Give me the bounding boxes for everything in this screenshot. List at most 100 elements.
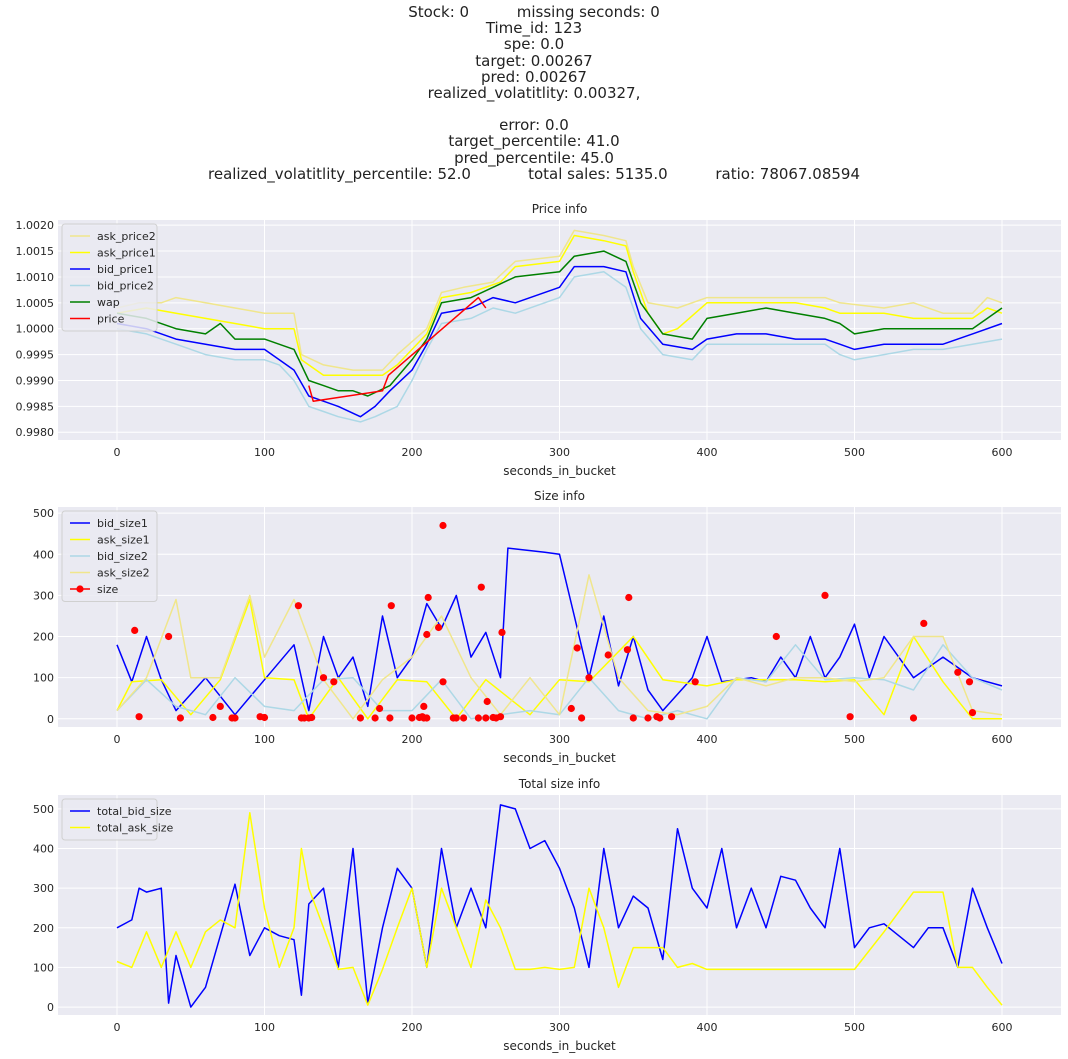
series-point-size (460, 714, 468, 722)
header-pred-percentile: pred_percentile: 45.0 (454, 148, 614, 167)
header-time-id: Time_id: 123 (485, 19, 583, 38)
y-tick-label: 1.0020 (16, 219, 55, 232)
legend-box (61, 798, 158, 841)
series-point-size (772, 632, 780, 641)
header-target: target: 0.00267 (475, 51, 593, 70)
series-point-size (477, 583, 485, 591)
series-line-price (308, 296, 487, 402)
header-target-percentile: target_percentile: 41.0 (448, 132, 620, 151)
header-realized-volatility: realized_volatitlity: 0.00327, (427, 84, 641, 103)
series-point-size (821, 591, 829, 600)
x-tick-label: 400 (697, 733, 718, 746)
chart-title: Size info (534, 489, 585, 503)
legend-box (61, 510, 158, 602)
y-tick-label: 1.0010 (16, 271, 55, 284)
y-tick-label: 0 (47, 713, 54, 726)
y-tick-label: 500 (33, 507, 54, 520)
x-tick-label: 0 (114, 733, 121, 746)
series-point-size (920, 619, 928, 628)
series-point-size (625, 593, 633, 602)
series-group (116, 521, 1003, 722)
series-point-size (496, 713, 505, 721)
series-point-size (656, 714, 664, 722)
series-point-size (439, 521, 447, 530)
header-error: error: 0.0 (499, 116, 569, 135)
series-line-total_ask_size (116, 812, 1003, 1006)
x-tick-label: 100 (254, 446, 275, 459)
series-point-size (629, 714, 637, 722)
series-point-size (131, 626, 139, 635)
y-tick-label: 1.0015 (16, 245, 55, 258)
legend-label-price: price (97, 313, 125, 326)
series-point-size (573, 644, 581, 652)
series-point-size (439, 678, 447, 686)
legend: total_bid_size total_ask_size (61, 798, 174, 841)
y-tick-label: 0.9990 (16, 374, 55, 387)
series-line-bid_price1 (116, 265, 1003, 418)
legend-label-bid_price2: bid_price2 (97, 280, 154, 293)
x-tick-label: 600 (992, 1021, 1013, 1034)
series-point-size (435, 623, 443, 632)
x-axis-label: seconds_in_bucket (503, 1039, 616, 1053)
series-line-bid_size1 (116, 547, 1003, 716)
series-point-size (424, 593, 432, 602)
series-point-size (260, 713, 269, 722)
series-line-total_bid_size (116, 804, 1003, 1008)
legend-label-ask_price1: ask_price1 (97, 247, 156, 260)
series-point-size (319, 674, 328, 682)
chart-title: Price info (532, 202, 588, 216)
x-tick-label: 300 (549, 1021, 570, 1034)
series-point-size (846, 713, 854, 721)
x-tick-label: 100 (254, 733, 275, 746)
y-tick-label: 0.9980 (16, 426, 55, 439)
series-line-ask_price1 (116, 234, 1003, 377)
legend-label-bid_price1: bid_price1 (97, 263, 154, 276)
y-tick-label: 300 (33, 589, 54, 602)
x-tick-label: 400 (697, 1021, 718, 1034)
y-tick-label: 100 (33, 672, 54, 685)
series-point-size (135, 713, 143, 721)
y-tick-label: 200 (33, 922, 54, 935)
series-point-size (483, 697, 491, 706)
y-tick-label: 500 (33, 803, 54, 816)
chart-title: Total size info (518, 777, 600, 791)
legend-label-total_bid_size: total_bid_size (97, 805, 172, 818)
series-line-ask_size1 (116, 598, 1002, 720)
legend: ask_price2 ask_price1 bid_price1 bid_price2… (61, 223, 158, 332)
series-line-bid_price2 (116, 271, 1003, 423)
x-tick-label: 500 (844, 1021, 865, 1034)
series-point-size (386, 714, 394, 722)
chart-panel-3: 0 100 200 300 400 500 600 0 100 200 300 400 500 Total… (33, 777, 1061, 1053)
y-tick-label: 0 (47, 1001, 54, 1014)
x-tick-label: 400 (697, 446, 718, 459)
y-tick-label: 1.0005 (16, 297, 55, 310)
series-point-size (408, 714, 416, 722)
y-tick-label: 1.0000 (16, 323, 55, 336)
series-point-size (420, 702, 428, 711)
x-tick-label: 200 (402, 1021, 423, 1034)
x-tick-label: 200 (402, 446, 423, 459)
y-tick-label: 400 (33, 843, 54, 856)
x-axis-label: seconds_in_bucket (503, 464, 616, 478)
x-tick-label: 300 (549, 446, 570, 459)
x-axis-label: seconds_in_bucket (503, 751, 616, 765)
series-point-size (585, 674, 593, 682)
legend-marker-size (76, 585, 84, 593)
x-tick-label: 100 (254, 1021, 275, 1034)
series-point-size (623, 646, 632, 654)
series-point-size (691, 678, 699, 686)
series-point-size (452, 714, 460, 722)
y-tick-label: 0.9985 (16, 400, 55, 413)
legend-label-ask_size2: ask_size2 (97, 567, 150, 580)
series-point-size (604, 651, 612, 659)
figure-header: Stock: 0 missing seconds: 0 Time_id: 123… (0, 4, 1068, 182)
series-point-size (474, 714, 482, 722)
series-line-wap (116, 250, 1003, 397)
series-point-size (387, 602, 395, 610)
legend-label-size: size (97, 583, 119, 596)
series-point-size (482, 714, 490, 722)
series-line-ask_size2 (116, 574, 1003, 720)
series-line-ask_price2 (116, 229, 1003, 371)
legend-label-bid_size2: bid_size2 (97, 550, 148, 563)
